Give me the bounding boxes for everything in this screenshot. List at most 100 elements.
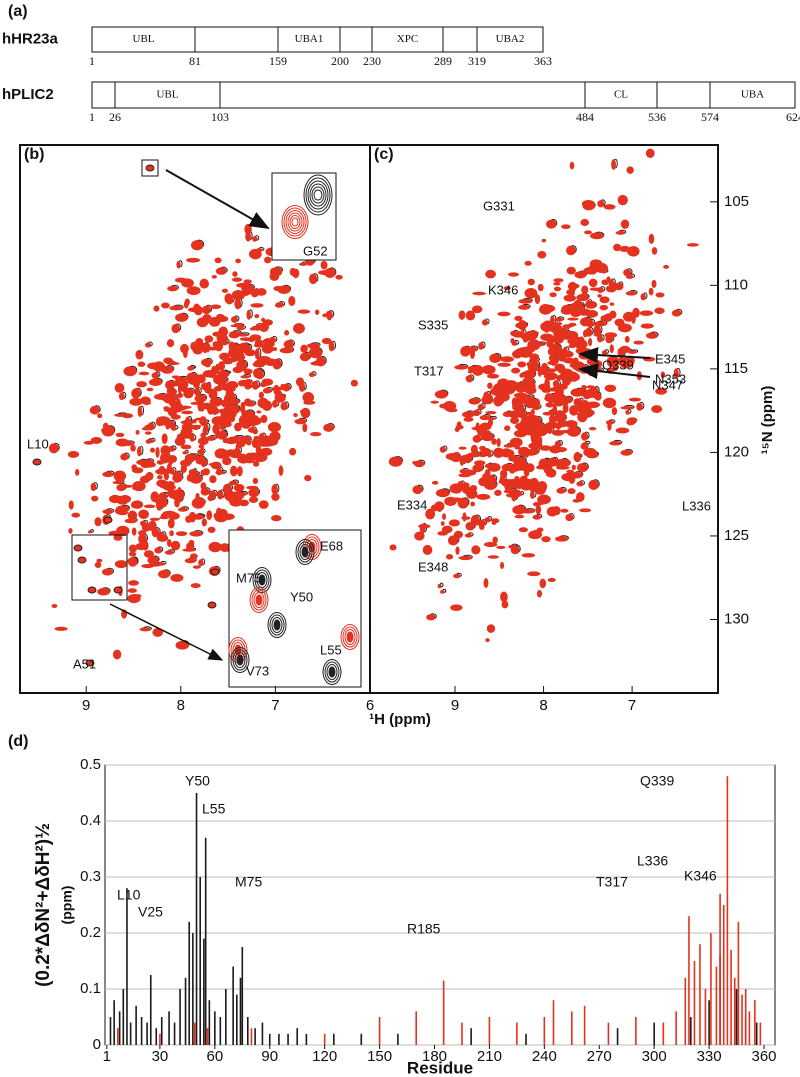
peak	[164, 420, 176, 429]
peak	[559, 430, 572, 434]
peak	[500, 356, 514, 363]
peak	[470, 444, 478, 455]
peak	[315, 309, 320, 315]
peak	[619, 345, 631, 353]
peak	[323, 423, 334, 432]
peak	[120, 453, 129, 461]
peak	[208, 541, 222, 553]
arrow	[109, 603, 224, 661]
bar	[442, 980, 445, 1045]
peak	[588, 337, 593, 347]
boundary-label: 26	[109, 110, 121, 124]
peak	[127, 593, 141, 604]
peak	[203, 342, 211, 353]
bar	[117, 1028, 119, 1045]
peak	[673, 368, 679, 379]
peak	[147, 422, 155, 431]
peak	[476, 493, 491, 500]
peak	[472, 464, 484, 473]
peak	[574, 271, 587, 279]
panel-label: (a)	[8, 3, 28, 20]
peak	[255, 248, 264, 252]
peak	[511, 367, 521, 374]
bar	[710, 933, 712, 1045]
peak	[607, 421, 612, 431]
peak	[227, 358, 238, 363]
peak	[148, 438, 154, 444]
peak	[237, 362, 245, 367]
peak	[262, 387, 272, 394]
contour	[311, 186, 325, 204]
peak	[553, 286, 562, 292]
contour	[232, 649, 248, 671]
peak	[456, 421, 462, 429]
peak	[487, 462, 501, 472]
bar	[759, 1022, 762, 1045]
peak	[251, 380, 259, 390]
peak	[189, 553, 198, 560]
peak	[491, 518, 500, 524]
y-tick-label: 110	[724, 276, 748, 293]
peak	[166, 386, 176, 394]
peak	[68, 527, 73, 534]
peak	[335, 274, 343, 280]
peak	[609, 344, 614, 354]
peak	[578, 405, 592, 415]
contour	[322, 659, 342, 685]
peak	[663, 265, 670, 269]
peak	[210, 568, 220, 576]
x-tick-label: 360	[752, 1048, 777, 1065]
peak	[254, 348, 260, 360]
peak	[431, 480, 439, 485]
peak	[582, 329, 588, 338]
peak	[309, 273, 318, 285]
bar	[360, 1033, 363, 1045]
x-tick-label: 6	[366, 697, 374, 714]
peak	[170, 574, 184, 582]
peak	[218, 370, 229, 379]
peak	[157, 562, 166, 566]
peak	[166, 695, 173, 703]
peak	[648, 287, 654, 296]
peak	[283, 340, 294, 349]
peak	[140, 396, 151, 405]
peak	[231, 277, 243, 282]
peak	[527, 278, 535, 286]
peak	[175, 494, 183, 503]
contour	[342, 626, 358, 648]
peak	[156, 534, 169, 542]
peak	[229, 480, 238, 486]
peak	[604, 384, 617, 393]
peak-label: Q339	[602, 357, 634, 372]
y-axis-title: (0.2*ΔδN²+ΔδH²)½	[33, 823, 54, 987]
peak	[243, 380, 252, 390]
peak	[461, 516, 471, 520]
peak	[212, 406, 219, 416]
peak	[566, 372, 580, 382]
peak	[254, 314, 260, 319]
peak	[534, 294, 541, 305]
contour	[324, 661, 340, 683]
peak	[237, 333, 249, 337]
peak	[234, 422, 242, 432]
bar	[192, 933, 194, 1045]
peak	[141, 564, 154, 569]
peak	[554, 440, 562, 448]
peak	[529, 490, 535, 499]
peak	[206, 510, 213, 521]
peak	[518, 346, 533, 358]
peak-label: A51	[73, 656, 96, 671]
peak	[102, 509, 114, 515]
peak	[197, 374, 206, 384]
peak	[139, 520, 147, 527]
bar	[160, 1017, 163, 1045]
bar-annotation: V25	[138, 904, 163, 920]
peak	[293, 323, 305, 334]
peak	[258, 391, 264, 399]
peak	[623, 269, 632, 277]
peak	[519, 481, 533, 491]
peak	[671, 309, 682, 317]
peak	[593, 325, 602, 337]
peak	[414, 531, 425, 541]
contour	[313, 189, 323, 201]
